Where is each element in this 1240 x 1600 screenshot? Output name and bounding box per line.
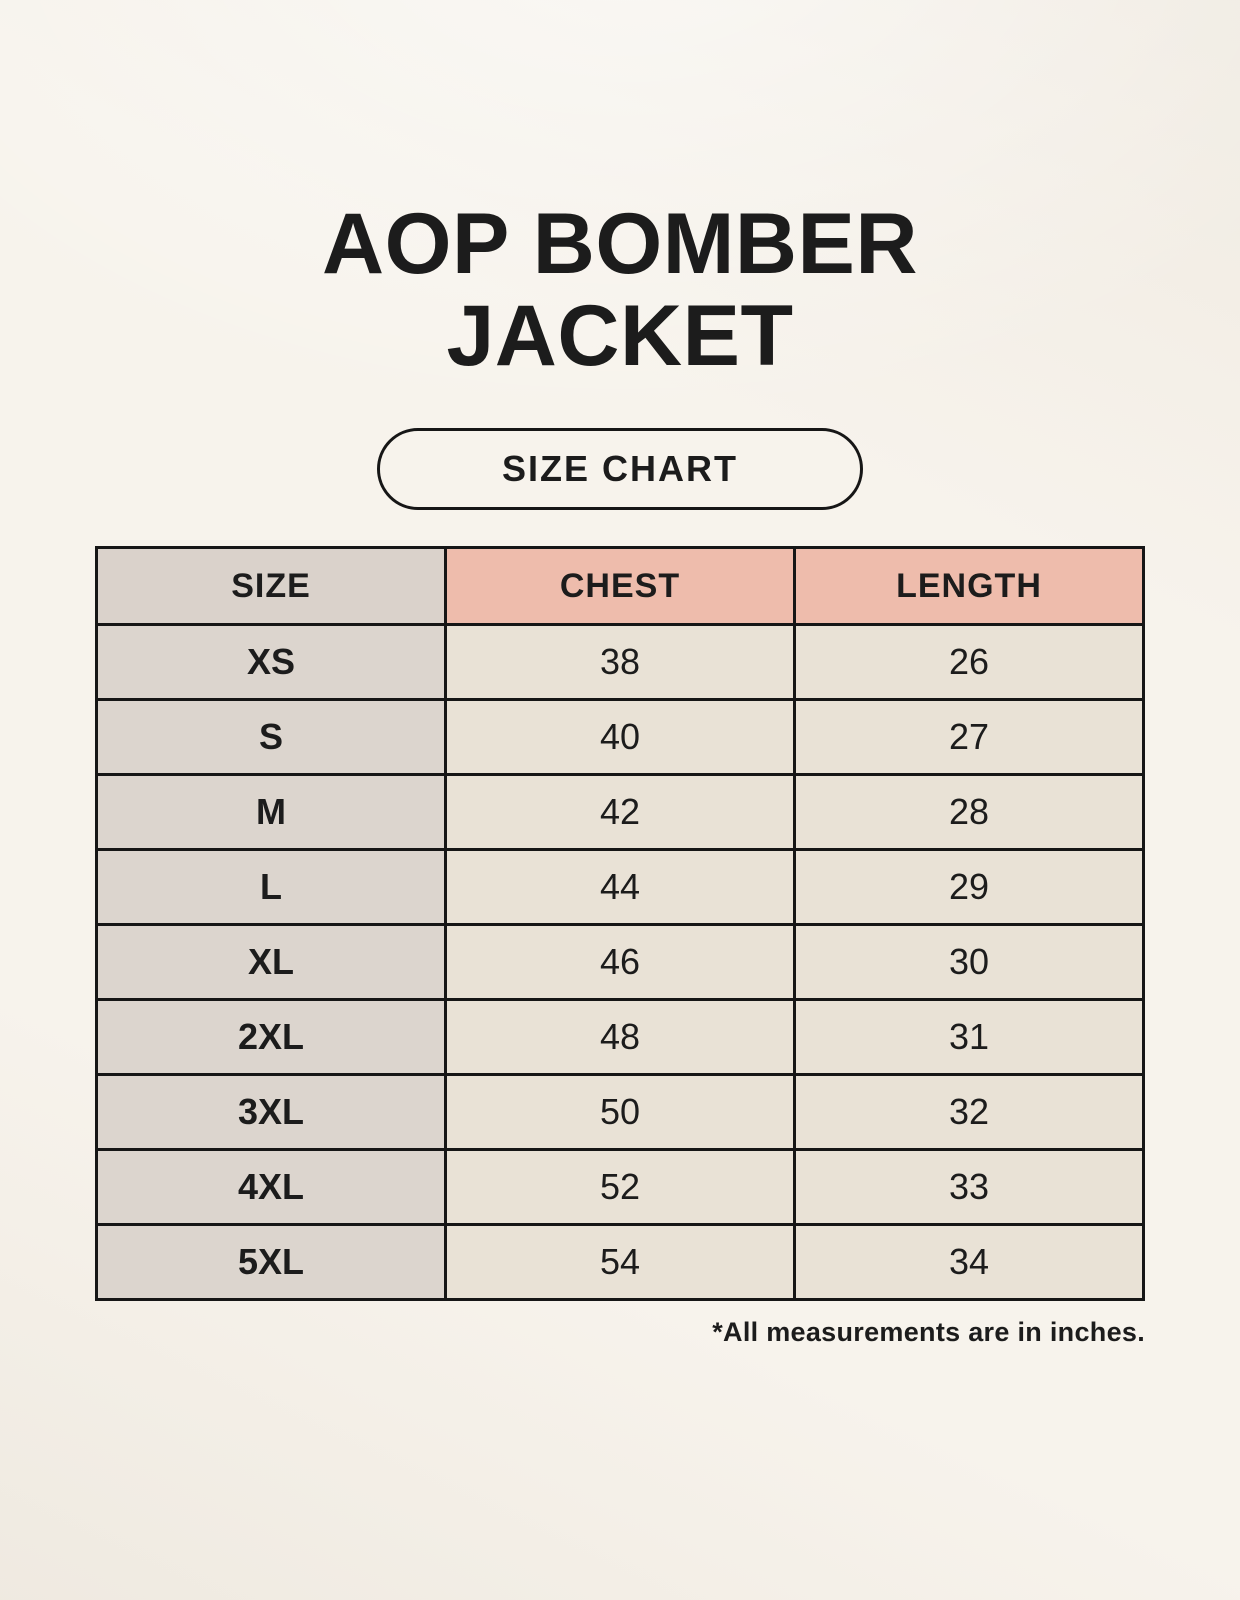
size-cell: XL bbox=[95, 923, 447, 1002]
size-cell: M bbox=[95, 773, 447, 852]
chest-cell: 48 bbox=[444, 998, 796, 1077]
header-row: SIZE CHEST LENGTH bbox=[95, 546, 1145, 627]
size-cell: 4XL bbox=[95, 1148, 447, 1227]
size-table-head: SIZE CHEST LENGTH bbox=[95, 546, 1145, 627]
length-cell: 33 bbox=[793, 1148, 1145, 1227]
size-table: SIZE CHEST LENGTH XS 38 26 S 40 27 M 42 28 L 44 29 X… bbox=[95, 546, 1145, 1302]
size-chart-badge: SIZE CHART bbox=[377, 428, 863, 511]
table-row: 2XL 48 31 bbox=[95, 998, 1145, 1077]
chest-cell: 52 bbox=[444, 1148, 796, 1227]
table-row: 3XL 50 32 bbox=[95, 1073, 1145, 1152]
table-row: L 44 29 bbox=[95, 848, 1145, 927]
size-cell: 2XL bbox=[95, 998, 447, 1077]
chest-cell: 38 bbox=[444, 623, 796, 702]
table-row: XL 46 30 bbox=[95, 923, 1145, 1002]
table-row: 5XL 54 34 bbox=[95, 1223, 1145, 1302]
size-chart-badge-label: SIZE CHART bbox=[502, 448, 738, 490]
header-size: SIZE bbox=[95, 546, 447, 627]
chest-cell: 44 bbox=[444, 848, 796, 927]
chest-cell: 46 bbox=[444, 923, 796, 1002]
table-row: XS 38 26 bbox=[95, 623, 1145, 702]
table-row: 4XL 52 33 bbox=[95, 1148, 1145, 1227]
chest-cell: 54 bbox=[444, 1223, 796, 1302]
size-cell: 3XL bbox=[95, 1073, 447, 1152]
size-cell: XS bbox=[95, 623, 447, 702]
size-table-body: XS 38 26 S 40 27 M 42 28 L 44 29 XL 46 30 2XL 48 31 3XL 50 3… bbox=[95, 623, 1145, 1302]
length-cell: 26 bbox=[793, 623, 1145, 702]
table-row: S 40 27 bbox=[95, 698, 1145, 777]
table-row: M 42 28 bbox=[95, 773, 1145, 852]
length-cell: 34 bbox=[793, 1223, 1145, 1302]
size-cell: L bbox=[95, 848, 447, 927]
length-cell: 29 bbox=[793, 848, 1145, 927]
page-title: AOP BOMBER JACKET bbox=[322, 196, 918, 385]
chest-cell: 40 bbox=[444, 698, 796, 777]
header-chest: CHEST bbox=[444, 546, 796, 627]
length-cell: 30 bbox=[793, 923, 1145, 1002]
length-cell: 27 bbox=[793, 698, 1145, 777]
length-cell: 32 bbox=[793, 1073, 1145, 1152]
length-cell: 31 bbox=[793, 998, 1145, 1077]
chest-cell: 42 bbox=[444, 773, 796, 852]
measurements-footnote: *All measurements are in inches. bbox=[712, 1317, 1145, 1348]
size-cell: S bbox=[95, 698, 447, 777]
length-cell: 28 bbox=[793, 773, 1145, 852]
chest-cell: 50 bbox=[444, 1073, 796, 1152]
header-length: LENGTH bbox=[793, 546, 1145, 627]
size-cell: 5XL bbox=[95, 1223, 447, 1302]
